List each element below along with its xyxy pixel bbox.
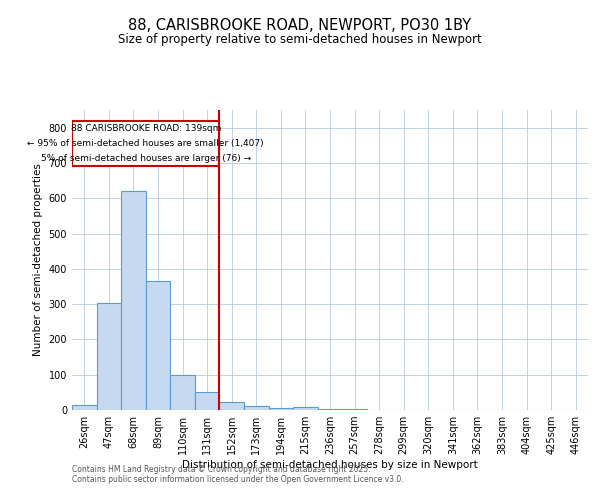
Bar bbox=[318, 408, 342, 410]
Bar bbox=[195, 392, 220, 410]
Text: 5% of semi-detached houses are larger (76) →: 5% of semi-detached houses are larger (7… bbox=[41, 154, 251, 164]
Bar bbox=[121, 191, 146, 410]
Bar bbox=[244, 406, 269, 410]
Text: Size of property relative to semi-detached houses in Newport: Size of property relative to semi-detach… bbox=[118, 32, 482, 46]
Bar bbox=[146, 281, 170, 410]
Bar bbox=[342, 408, 367, 410]
Bar bbox=[220, 402, 244, 410]
Text: Contains HM Land Registry data © Crown copyright and database right 2025.: Contains HM Land Registry data © Crown c… bbox=[72, 466, 371, 474]
Bar bbox=[97, 303, 121, 410]
Text: 88, CARISBROOKE ROAD, NEWPORT, PO30 1BY: 88, CARISBROOKE ROAD, NEWPORT, PO30 1BY bbox=[128, 18, 472, 32]
Text: ← 95% of semi-detached houses are smaller (1,407): ← 95% of semi-detached houses are smalle… bbox=[28, 139, 264, 148]
Text: Contains public sector information licensed under the Open Government Licence v3: Contains public sector information licen… bbox=[72, 476, 404, 484]
Y-axis label: Number of semi-detached properties: Number of semi-detached properties bbox=[33, 164, 43, 356]
Bar bbox=[72, 406, 97, 410]
Text: 88 CARISBROOKE ROAD: 139sqm: 88 CARISBROOKE ROAD: 139sqm bbox=[71, 124, 221, 132]
Bar bbox=[269, 408, 293, 410]
Bar bbox=[170, 375, 195, 410]
X-axis label: Distribution of semi-detached houses by size in Newport: Distribution of semi-detached houses by … bbox=[182, 460, 478, 470]
Bar bbox=[72, 120, 220, 166]
Bar bbox=[293, 407, 318, 410]
